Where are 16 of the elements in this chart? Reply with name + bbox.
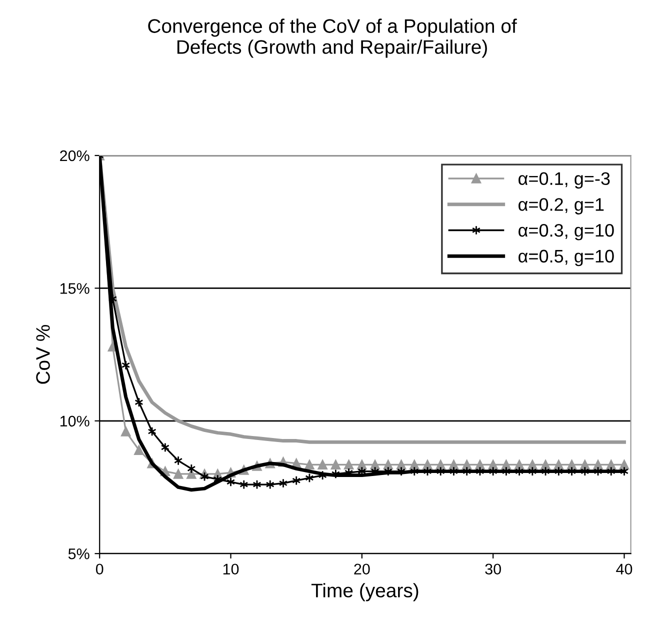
y-tick-label: 15% — [60, 283, 90, 294]
legend-label: α=0.1, g=-3 — [518, 172, 610, 189]
legend-label: α=0.2, g=1 — [518, 198, 604, 214]
x-tick-label: 40 — [616, 564, 632, 575]
y-tick-label: 10% — [60, 416, 90, 427]
y-tick-label: 20% — [60, 150, 90, 162]
x-axis-title: Time (years) — [311, 583, 418, 602]
legend-label: α=0.5, g=10 — [518, 250, 614, 266]
x-tick-label: 20 — [354, 564, 370, 575]
x-tick-label: 30 — [485, 564, 501, 575]
chart-title: Convergence of the CoV of a Population of Defects (Growth and Repair/Failure) — [148, 18, 517, 58]
legend-label: α=0.3, g=10 — [518, 224, 614, 240]
y-axis-title: CoV % — [36, 324, 50, 384]
x-tick-label: 0 — [96, 564, 104, 575]
y-tick-label: 5% — [68, 548, 90, 560]
x-tick-label: 10 — [223, 564, 239, 575]
